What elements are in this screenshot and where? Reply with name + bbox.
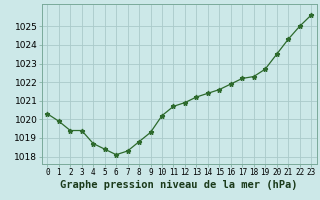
X-axis label: Graphe pression niveau de la mer (hPa): Graphe pression niveau de la mer (hPa) <box>60 180 298 190</box>
